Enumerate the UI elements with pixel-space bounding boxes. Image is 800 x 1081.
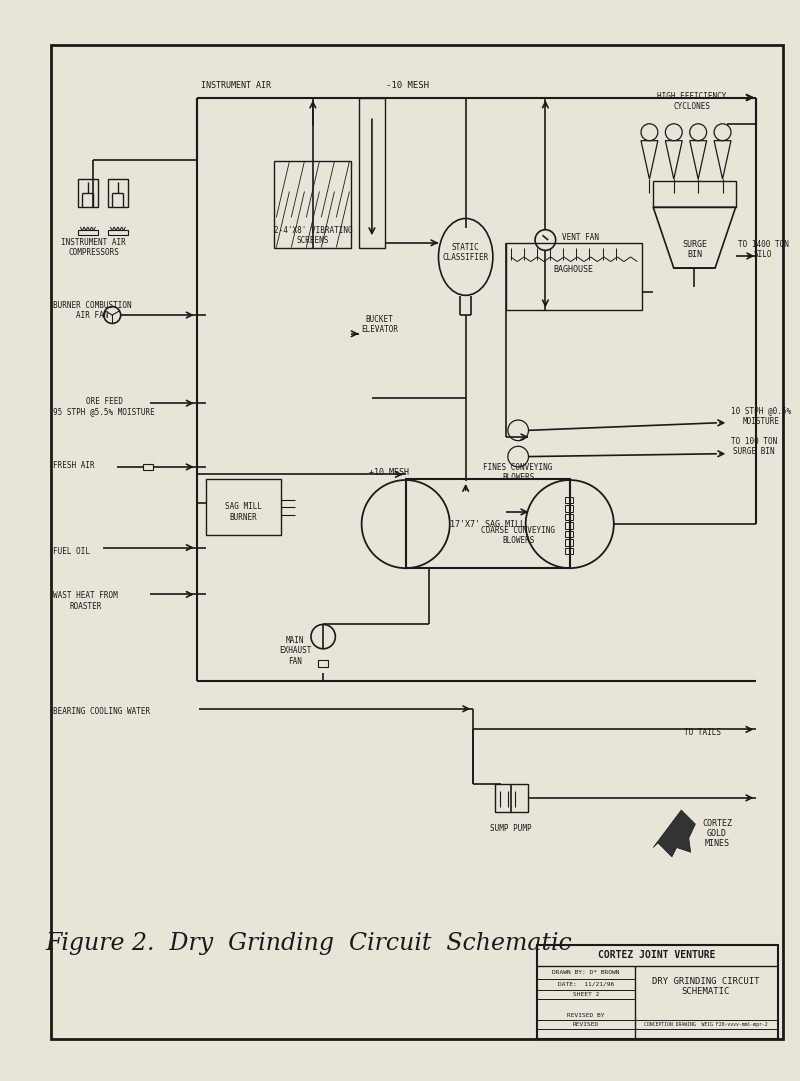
Bar [274, 161, 351, 248]
Bar [565, 522, 573, 529]
Text: FRESH AIR: FRESH AIR [53, 461, 94, 469]
Bar [143, 464, 153, 470]
Text: MAIN
EXHAUST
FAN: MAIN EXHAUST FAN [279, 636, 311, 666]
Text: INSTRUMENT AIR
COMPRESSORS: INSTRUMENT AIR COMPRESSORS [61, 238, 126, 257]
Bar [565, 531, 573, 537]
Text: CORTEZ JOINT VENTURE: CORTEZ JOINT VENTURE [598, 950, 716, 960]
Text: DRY GRINDING CIRCUIT
SCHEMATIC: DRY GRINDING CIRCUIT SCHEMATIC [652, 976, 759, 996]
Text: 2-4'X8' VIBRATING
SCREENS: 2-4'X8' VIBRATING SCREENS [274, 226, 352, 245]
Text: VENT FAN: VENT FAN [562, 232, 599, 242]
Text: SAG MILL
BURNER: SAG MILL BURNER [225, 503, 262, 522]
Bar [107, 230, 128, 236]
Bar [653, 181, 736, 208]
Text: 17'X7' SAG MILL: 17'X7' SAG MILL [450, 520, 525, 529]
Bar [565, 513, 573, 520]
Bar [358, 97, 385, 248]
Text: FUEL OIL: FUEL OIL [53, 547, 90, 556]
Bar [565, 548, 573, 555]
Polygon shape [653, 810, 695, 857]
Bar [318, 660, 328, 667]
Text: REVISED BY: REVISED BY [567, 1013, 605, 1018]
Bar [406, 479, 570, 569]
Text: BEARING COOLING WATER: BEARING COOLING WATER [53, 707, 150, 716]
Text: WAST HEAT FROM
ROASTER: WAST HEAT FROM ROASTER [53, 591, 118, 611]
Bar [506, 243, 642, 310]
Text: Figure 2.  Dry  Grinding  Circuit  Schematic: Figure 2. Dry Grinding Circuit Schematic [46, 932, 573, 955]
Text: COARSE CONVEYING
BLOWERS: COARSE CONVEYING BLOWERS [481, 525, 555, 545]
Bar [565, 505, 573, 512]
Text: FINES CONVEYING
BLOWERS: FINES CONVEYING BLOWERS [483, 463, 553, 482]
Bar [206, 479, 281, 535]
Bar [107, 179, 128, 208]
Text: TO TAILS: TO TAILS [684, 728, 721, 737]
Text: 10 STPH @0.5%
MOISTURE: 10 STPH @0.5% MOISTURE [731, 406, 791, 426]
Text: BUCKET
ELEVATOR: BUCKET ELEVATOR [361, 315, 398, 334]
Bar [565, 539, 573, 546]
Text: DRAWN BY: D* BROWN: DRAWN BY: D* BROWN [552, 970, 619, 975]
Text: REVISED: REVISED [573, 1023, 598, 1027]
Text: ORE FEED
95 STPH @5.5% MOISTURE: ORE FEED 95 STPH @5.5% MOISTURE [53, 397, 155, 416]
Text: BURNER COMBUSTION
AIR FAN: BURNER COMBUSTION AIR FAN [53, 301, 132, 320]
Text: INSTRUMENT AIR: INSTRUMENT AIR [202, 81, 271, 90]
Text: CONCEPTION DRAWING  WEIG F20-vvvv-mml-mpr-2: CONCEPTION DRAWING WEIG F20-vvvv-mml-mpr… [644, 1023, 767, 1027]
Text: SHEET 2: SHEET 2 [573, 992, 598, 997]
Text: TO 1400 TON
SILO: TO 1400 TON SILO [738, 240, 789, 259]
Text: DATE:  11/21/96: DATE: 11/21/96 [558, 982, 614, 987]
Bar [565, 497, 573, 504]
Text: HIGH EFFICIENCY
CYCLONES: HIGH EFFICIENCY CYCLONES [657, 92, 726, 111]
Bar [494, 784, 527, 812]
Text: TO 100 TON
SURGE BIN: TO 100 TON SURGE BIN [731, 437, 778, 456]
Text: +10 MESH: +10 MESH [369, 468, 409, 477]
Text: STATIC
CLASSIFIER: STATIC CLASSIFIER [442, 242, 489, 262]
Text: CORTEZ
GOLD
MINES: CORTEZ GOLD MINES [702, 818, 732, 849]
Text: -10 MESH: -10 MESH [386, 81, 429, 90]
Bar [78, 179, 98, 208]
Bar [78, 230, 98, 236]
Text: SURGE
BIN: SURGE BIN [682, 240, 707, 259]
Text: SUMP PUMP: SUMP PUMP [490, 825, 531, 833]
Text: BAGHOUSE: BAGHOUSE [554, 265, 594, 273]
Bar [537, 945, 778, 1039]
